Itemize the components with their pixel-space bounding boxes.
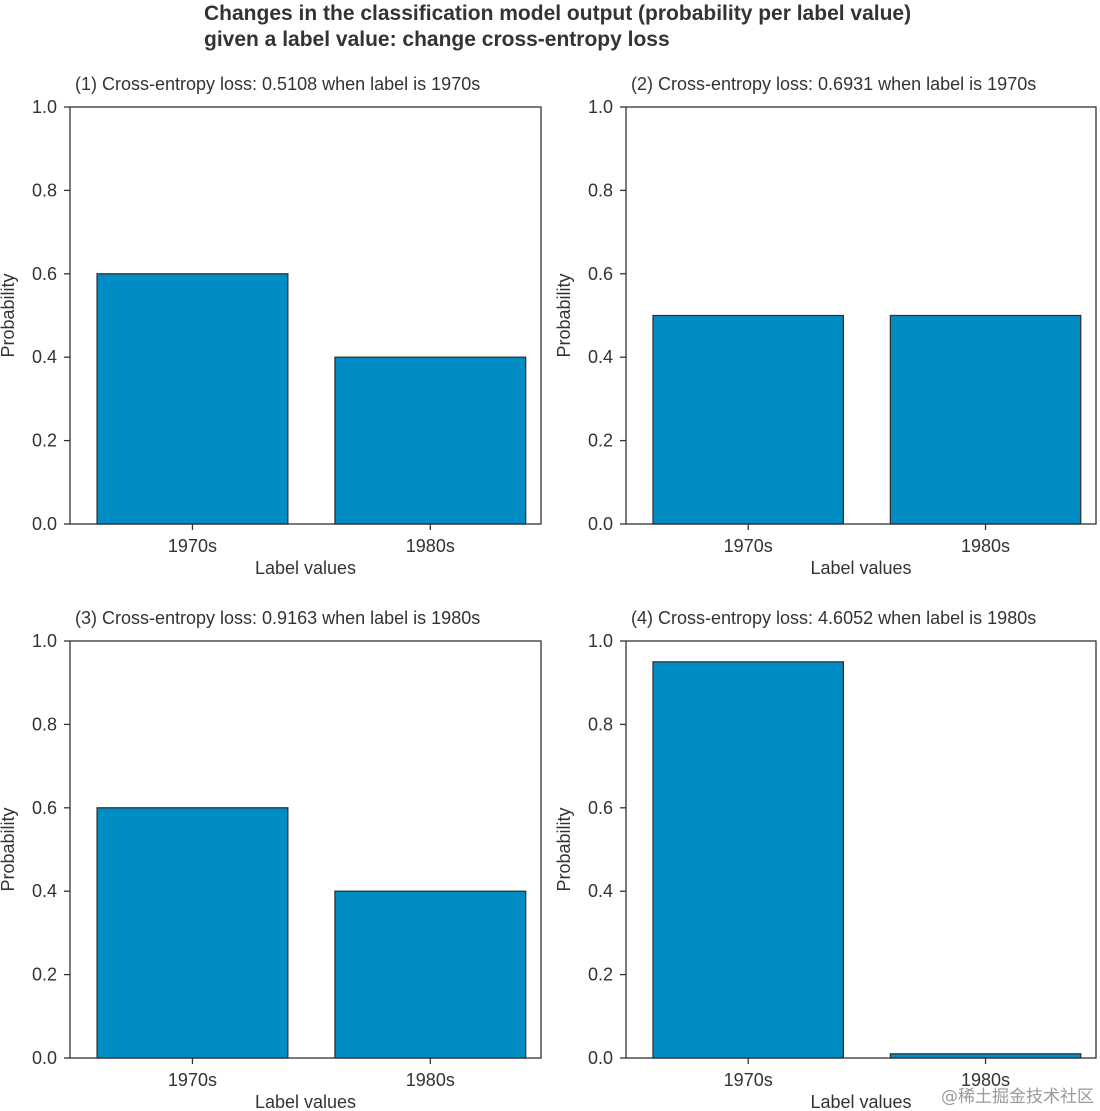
panel-title-3: (3) Cross-entropy loss: 0.9163 when labe… [75,608,480,628]
chart-panel-3: 0.0 0.2 0.4 0.6 0.8 1.0 1970s 1980s (3) Cross-en… [0,608,542,1111]
watermark-text: @稀土掘金技术社区 [941,1087,1094,1107]
y-tick-label-5-panel-2: 1.0 [588,97,613,117]
y-tick-label-5-panel-3: 1.0 [32,631,57,651]
y-tick-label-4-panel-2: 0.8 [588,180,613,200]
bar-1970s-panel-3 [96,807,289,1059]
x-tick-label-1970s-panel-3: 1970s [168,1070,217,1090]
y-tick-label-2-panel-4: 0.4 [588,881,613,901]
x-axis-label-panel-1: Label values [255,558,356,578]
x-tick-label-1980s-panel-2: 1980s [961,536,1010,556]
y-tick-label-4-panel-4: 0.8 [588,714,613,734]
y-tick-label-2-panel-3: 0.4 [32,881,57,901]
x-tick-label-1970s-panel-4: 1970s [724,1070,773,1090]
panel-title-2: (2) Cross-entropy loss: 0.6931 when labe… [631,74,1036,94]
x-axis-label-panel-2: Label values [810,558,911,578]
figure-title-line-1: Changes in the classification model outp… [204,2,911,25]
y-tick-label-3-panel-4: 0.6 [588,798,613,818]
y-axis-label-panel-3: Probability [0,807,18,891]
y-tick-label-3-panel-2: 0.6 [588,264,613,284]
x-axis-label-panel-4: Label values [810,1092,911,1111]
y-tick-label-1-panel-2: 0.2 [588,431,613,451]
y-tick-label-1-panel-3: 0.2 [32,965,57,985]
chart-panel-4: 0.0 0.2 0.4 0.6 0.8 1.0 1970s 1980s (4) Cross-en… [554,608,1097,1111]
x-tick-label-1970s-panel-1: 1970s [168,536,217,556]
y-tick-label-0-panel-1: 0.0 [32,514,57,534]
x-tick-label-1970s-panel-2: 1970s [724,536,773,556]
chart-panel-2: 0.0 0.2 0.4 0.6 0.8 1.0 1970s 1980s (2) Cross-en… [554,74,1097,578]
panel-title-4: (4) Cross-entropy loss: 4.6052 when labe… [631,608,1036,628]
bar-1980s-panel-1 [334,356,527,525]
y-tick-label-2-panel-2: 0.4 [588,347,613,367]
bar-1970s-panel-2 [652,314,845,525]
y-tick-label-0-panel-2: 0.0 [588,514,613,534]
y-tick-label-4-panel-1: 0.8 [32,180,57,200]
plot-frame-panel-1 [69,106,542,525]
x-tick-label-1980s-panel-1: 1980s [406,536,455,556]
x-tick-label-1980s-panel-3: 1980s [406,1070,455,1090]
y-tick-label-1-panel-4: 0.2 [588,965,613,985]
x-axis-label-panel-3: Label values [255,1092,356,1111]
y-tick-label-3-panel-3: 0.6 [32,798,57,818]
y-tick-label-5-panel-1: 1.0 [32,97,57,117]
y-tick-label-0-panel-4: 0.0 [588,1048,613,1068]
y-tick-label-3-panel-1: 0.6 [32,264,57,284]
chart-panels: 0.0 0.2 0.4 0.6 0.8 1.0 1970s 1980s (1) Cross-en… [0,74,1097,1111]
y-tick-label-5-panel-4: 1.0 [588,631,613,651]
x-tick-label-1980s-panel-4: 1980s [961,1070,1010,1090]
y-axis-label-panel-1: Probability [0,273,18,357]
bar-1980s-panel-2 [889,314,1082,525]
bar-1980s-panel-3 [334,890,527,1059]
y-tick-label-2-panel-1: 0.4 [32,347,57,367]
figure-title-line-2: given a label value: change cross-entrop… [204,28,670,51]
y-axis-label-panel-2: Probability [554,273,574,357]
panel-title-1: (1) Cross-entropy loss: 0.5108 when labe… [75,74,480,94]
plot-frame-panel-2 [625,106,1097,525]
y-tick-label-4-panel-3: 0.8 [32,714,57,734]
plot-frame-panel-4 [625,640,1097,1059]
y-tick-label-1-panel-1: 0.2 [32,431,57,451]
plot-frame-panel-3 [69,640,542,1059]
y-tick-label-0-panel-3: 0.0 [32,1048,57,1068]
bar-1970s-panel-1 [96,273,289,525]
chart-panel-1: 0.0 0.2 0.4 0.6 0.8 1.0 1970s 1980s (1) Cross-en… [0,74,542,578]
bar-1970s-panel-4 [652,661,845,1059]
y-axis-label-panel-4: Probability [554,807,574,891]
